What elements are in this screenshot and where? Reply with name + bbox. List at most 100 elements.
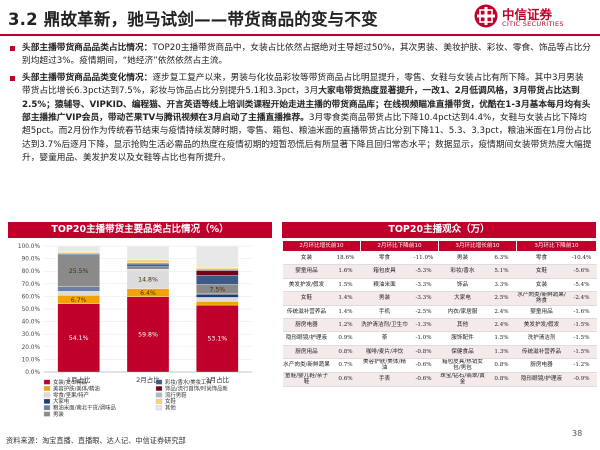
bar-segment — [57, 253, 100, 255]
table-cell-value: -1.3% — [408, 318, 439, 333]
table-cell-category: 手机 — [360, 305, 409, 320]
legend-label: 美容护肤/美体/精油 — [53, 384, 100, 392]
bar-segment — [196, 270, 239, 276]
table-cell-value: -0.8% — [408, 345, 439, 359]
table-cell-category: 隐形眼镜/护理液 — [516, 372, 567, 387]
table-title: TOP20主播观众（万） — [282, 222, 596, 238]
table-row: 水产肉类/新鲜蔬果 0.7% 美容护肤/美体/精油 -0.6% 箱包皮具/热销女包/男包… — [282, 358, 597, 373]
bar-segment — [126, 263, 170, 267]
table-cell-category: 饰品 — [438, 278, 487, 292]
legend-swatch — [155, 398, 163, 404]
y-tick-label: 50.0% — [22, 307, 41, 313]
table-cell-category: 女鞋 — [282, 291, 331, 306]
table-cell-category: 传统滋补营养品 — [516, 345, 567, 359]
data-label: 53.1% — [208, 336, 228, 343]
table-cell-value: 0.9% — [330, 331, 361, 346]
table-cell-value: -1.0% — [408, 331, 439, 346]
y-tick-label: 100.0% — [18, 244, 41, 250]
table-cell-category: 男装 — [438, 251, 487, 266]
legend-label: 男装 — [53, 410, 64, 418]
source-note: 资料来源：淘宝直播、直播眼、达人记、中信证券研究部 — [6, 436, 186, 445]
logo-name-cn: 中信证券 — [502, 7, 553, 22]
table-row: 美发护发/假发 1.5% 粮油米面 -3.3% 饰品 3.3% 女装 -5.4% — [282, 278, 597, 292]
table-cell-value: -3.3% — [408, 278, 439, 292]
bar-segment — [196, 294, 239, 298]
legend-swatch — [155, 386, 163, 391]
table-cell-category: 保健食品 — [438, 345, 487, 359]
chart-title: TOP20主播带货主要品类占比情况（%） — [8, 222, 272, 238]
table-cell-category: 美容护肤/美体/精油 — [360, 358, 409, 373]
table-cell-category: 厨房电器 — [282, 318, 331, 333]
bar-segment — [196, 275, 239, 285]
table-cell-value: 2.5% — [486, 291, 517, 306]
table-cell-value: 0.8% — [486, 372, 517, 387]
legend-swatch — [43, 386, 51, 391]
table-cell-category: 传统滋补营养品 — [282, 305, 331, 320]
header-feb-down: 2月环比下降前10 — [360, 240, 439, 252]
table-cell-category: 茶 — [360, 331, 409, 346]
category-share-panel: TOP20主播带货主要品类占比情况（%） 0.0% 10.0% 20.0% 30.0%… — [4, 222, 276, 422]
data-label: 54.1% — [69, 335, 89, 342]
table-cell-category: 箱包皮具/热销女包/男包 — [438, 358, 487, 373]
table-cell-value: -1.2% — [566, 358, 597, 373]
table-cell-category: 洗护清洁剂 — [516, 331, 567, 346]
y-tick-label: 0.0% — [25, 370, 40, 376]
table-cell-value: 1.4% — [330, 305, 361, 320]
table-row: 女鞋 1.4% 男装 -3.3% 大家电 2.5% 水产肉类/新鲜蔬果/熟食 -2.4% — [282, 291, 597, 306]
bar-segment — [126, 259, 170, 264]
bar-segment — [57, 303, 100, 373]
bullet-lead: 头部主播带货商品品类变化情况： — [22, 72, 153, 83]
header-bar: 3.2 鼎故革新，驰马试剑——带货商品的变与不变 中信证券 CITIC SECU… — [0, 0, 600, 33]
table-cell-category: 美发护发/假发 — [282, 278, 331, 292]
legend-label: 粮油米面/南北干货/调味品 — [53, 404, 116, 412]
header-mar-up: 3月环比增长前10 — [438, 240, 517, 252]
bullet-square-icon — [10, 46, 15, 51]
table-cell-category: 珠宝/钻石/翡翠/黄金 — [438, 372, 487, 387]
y-tick-label: 60.0% — [22, 294, 41, 300]
table-cell-category: 箱包皮具 — [360, 264, 409, 279]
bullet-category-change: 头部主播带货商品品类变化情况：逐步复工复产以来，男装与化妆品彩妆等带货商品占比明… — [10, 72, 592, 166]
legend-swatch — [155, 379, 163, 385]
table-cell-category: 其他 — [438, 318, 487, 333]
legend-swatch — [43, 411, 51, 417]
bullet-list: 头部主播带货商品品类占比情况：TOP20主播带货商品中，女装占比依然占据绝对主导… — [10, 42, 592, 169]
bullet-text: 逐步复工复产以来，男装与化妆品彩妆等带货商品占比明显提升，零售、女鞋与女装占比有… — [22, 72, 584, 97]
table-cell-value: 0.6% — [330, 372, 361, 387]
table-cell-category: 女装 — [516, 278, 567, 292]
table-cell-category: 服饰配件 — [438, 331, 487, 346]
table-cell-category: 水产肉类/新鲜蔬果 — [282, 358, 331, 373]
bullet-emphasis: 大家电带货热度显著提升，一改1、2月低调风格，3月带货占比达到2.5%；猿辅导、… — [22, 86, 591, 124]
table-cell-value: 1.5% — [330, 278, 361, 292]
table-row: 童鞋/婴儿鞋/亲子鞋 0.6% 手表 -0.6% 珠宝/钻石/翡翠/黄金 0.8% 隐形眼镜… — [282, 372, 597, 387]
legend-label: 大家电 — [53, 397, 70, 405]
data-label: 25.5% — [69, 268, 89, 275]
table-cell-category: 零食 — [360, 251, 409, 266]
table-cell-category: 大家电 — [438, 291, 487, 306]
legend-label: 女装/女士精品 — [53, 378, 87, 386]
table-cell-category: 男装 — [360, 291, 409, 306]
bullet-square-icon — [10, 75, 15, 81]
y-tick-label: 10.0% — [22, 357, 41, 363]
table-cell-value: -0.6% — [408, 358, 439, 373]
table-cell-category: 咖啡/麦片/冲饮 — [360, 345, 409, 359]
bar-segment — [57, 291, 100, 296]
table-row: 厨房电器 1.2% 洗护清洁剂/卫生巾 -1.3% 其他 2.4% 美发护发/假发 -1.5% — [282, 318, 597, 333]
table-cell-category: 婴童用品 — [516, 305, 567, 320]
brand-logo: 中信证券 CITIC SECURITIES — [474, 3, 594, 31]
table-cell-value: 1.4% — [330, 291, 361, 306]
header-mar-down: 3月环比下降前10 — [516, 240, 597, 252]
table-cell-value: 1.5% — [486, 331, 517, 346]
data-label: 14.8% — [138, 276, 158, 283]
legend-swatch — [43, 379, 51, 385]
table-cell-category: 女鞋 — [516, 264, 567, 279]
bar-segment — [196, 268, 239, 271]
table-cell-value: -1.5% — [566, 331, 597, 346]
table-cell-category: 美发护发/假发 — [516, 318, 567, 333]
table-cell-category: 内衣/家居服 — [438, 305, 487, 320]
legend-label: 彩妆/香水/美妆工具 — [165, 378, 212, 386]
bullet-text: 3月零食类商品带货占比下降10.4pct达到4.4%，女鞋与女装占比下降均超5p… — [22, 113, 592, 164]
table-row: 厨房用品 0.8% 咖啡/麦片/冲饮 -0.8% 保健食品 1.3% 传统滋补营养品 -1.5… — [282, 345, 597, 359]
y-tick-label: 40.0% — [22, 320, 41, 326]
table-cell-value: -10.4% — [566, 251, 597, 266]
stacked-bar-chart: 0.0% 10.0% 20.0% 30.0% 40.0% 50.0% 60.0% 70.0% 8… — [18, 244, 252, 418]
